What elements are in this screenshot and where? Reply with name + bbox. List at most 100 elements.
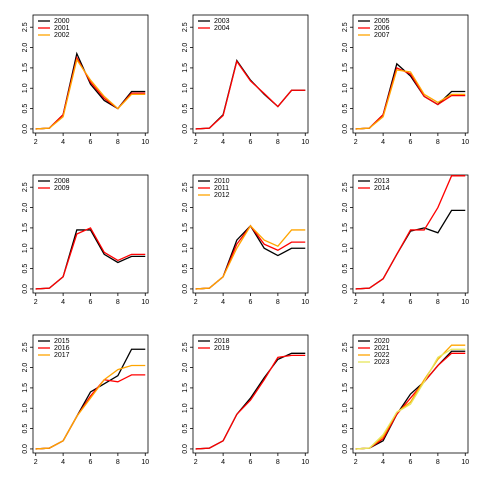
x-tick-label: 10 [301,459,309,466]
x-tick-label: 6 [249,139,253,146]
y-tick-label: 0.0 [182,444,189,454]
y-tick-label: 2.5 [182,182,189,192]
y-tick-label: 2.0 [182,43,189,53]
y-tick-label: 1.0 [342,243,349,253]
x-tick-label: 6 [409,459,413,466]
plot-frame [192,14,309,134]
y-tick-label: 0.5 [342,264,349,274]
x-tick-label: 2 [194,459,198,466]
x-tick-label: 10 [141,459,149,466]
y-tick-label: 0.5 [182,104,189,114]
legend-label: 2009 [54,185,70,192]
legend-label: 2012 [214,192,230,199]
y-tick-label: 1.0 [22,83,29,93]
legend-label: 2007 [374,32,390,39]
legend-label: 2000 [54,18,70,25]
plot-frame [352,174,469,294]
y-tick-label: 1.5 [22,223,29,233]
x-tick-label: 10 [461,139,469,146]
x-tick-label: 10 [461,459,469,466]
x-tick-label: 10 [141,139,149,146]
x-tick-label: 8 [116,139,120,146]
legend-label: 2011 [214,185,229,192]
x-tick-label: 4 [61,299,65,306]
legend-label: 2017 [54,352,70,359]
legend-label: 2003 [214,18,230,25]
x-tick-label: 8 [116,299,120,306]
y-tick-label: 2.5 [22,182,29,192]
legend-label: 2006 [374,25,390,32]
x-tick-label: 2 [34,299,38,306]
series-line [355,209,466,290]
y-tick-label: 0.5 [342,424,349,434]
x-tick-label: 4 [221,459,225,466]
y-tick-label: 1.0 [342,403,349,413]
x-tick-label: 6 [89,459,93,466]
x-tick-label: 6 [409,139,413,146]
y-tick-label: 2.0 [22,43,29,53]
y-tick-label: 1.0 [182,403,189,413]
y-tick-label: 1.0 [342,83,349,93]
series-line [195,354,306,450]
y-tick-label: 2.5 [22,22,29,32]
series-line [35,374,146,450]
series-line [355,175,466,290]
series-line [35,58,146,130]
legend-label: 2023 [374,359,390,366]
legend-label: 2005 [374,18,390,25]
x-tick-label: 6 [249,299,253,306]
series-line [355,69,466,130]
y-tick-label: 2.0 [342,203,349,213]
y-tick-label: 1.5 [182,223,189,233]
x-tick-label: 8 [116,459,120,466]
legend-label: 2013 [374,178,390,185]
y-tick-label: 0.0 [182,284,189,294]
y-tick-label: 2.5 [342,342,349,352]
legend-label: 2010 [214,178,230,185]
series-line [195,59,306,130]
y-tick-label: 0.5 [22,424,29,434]
x-tick-label: 4 [221,299,225,306]
y-tick-label: 1.0 [22,243,29,253]
y-tick-label: 0.0 [182,124,189,134]
y-tick-label: 2.0 [182,203,189,213]
x-tick-label: 2 [194,299,198,306]
legend-label: 2019 [214,345,230,352]
x-tick-label: 2 [354,139,358,146]
series-line [195,59,306,130]
legend-label: 2001 [54,25,70,32]
y-tick-label: 1.5 [342,63,349,73]
y-tick-label: 2.0 [182,363,189,373]
y-tick-label: 2.5 [182,22,189,32]
x-tick-label: 2 [354,299,358,306]
x-tick-label: 2 [34,459,38,466]
y-tick-label: 2.5 [22,342,29,352]
y-tick-label: 2.5 [342,182,349,192]
legend-label: 2016 [54,345,70,352]
x-tick-label: 8 [276,139,280,146]
series-line [35,229,146,290]
y-tick-label: 0.5 [182,424,189,434]
legend-label: 2002 [54,32,70,39]
x-tick-label: 8 [276,299,280,306]
series-line [35,364,146,450]
x-tick-label: 8 [436,459,440,466]
plot-frame [192,174,309,294]
x-tick-label: 4 [381,299,385,306]
y-tick-label: 0.0 [342,284,349,294]
x-tick-label: 10 [461,299,469,306]
x-tick-label: 4 [381,139,385,146]
x-tick-label: 8 [436,299,440,306]
y-tick-label: 0.5 [22,264,29,274]
series-line [35,227,146,290]
series-line [195,224,306,290]
y-tick-label: 0.5 [182,264,189,274]
y-tick-label: 1.0 [182,243,189,253]
